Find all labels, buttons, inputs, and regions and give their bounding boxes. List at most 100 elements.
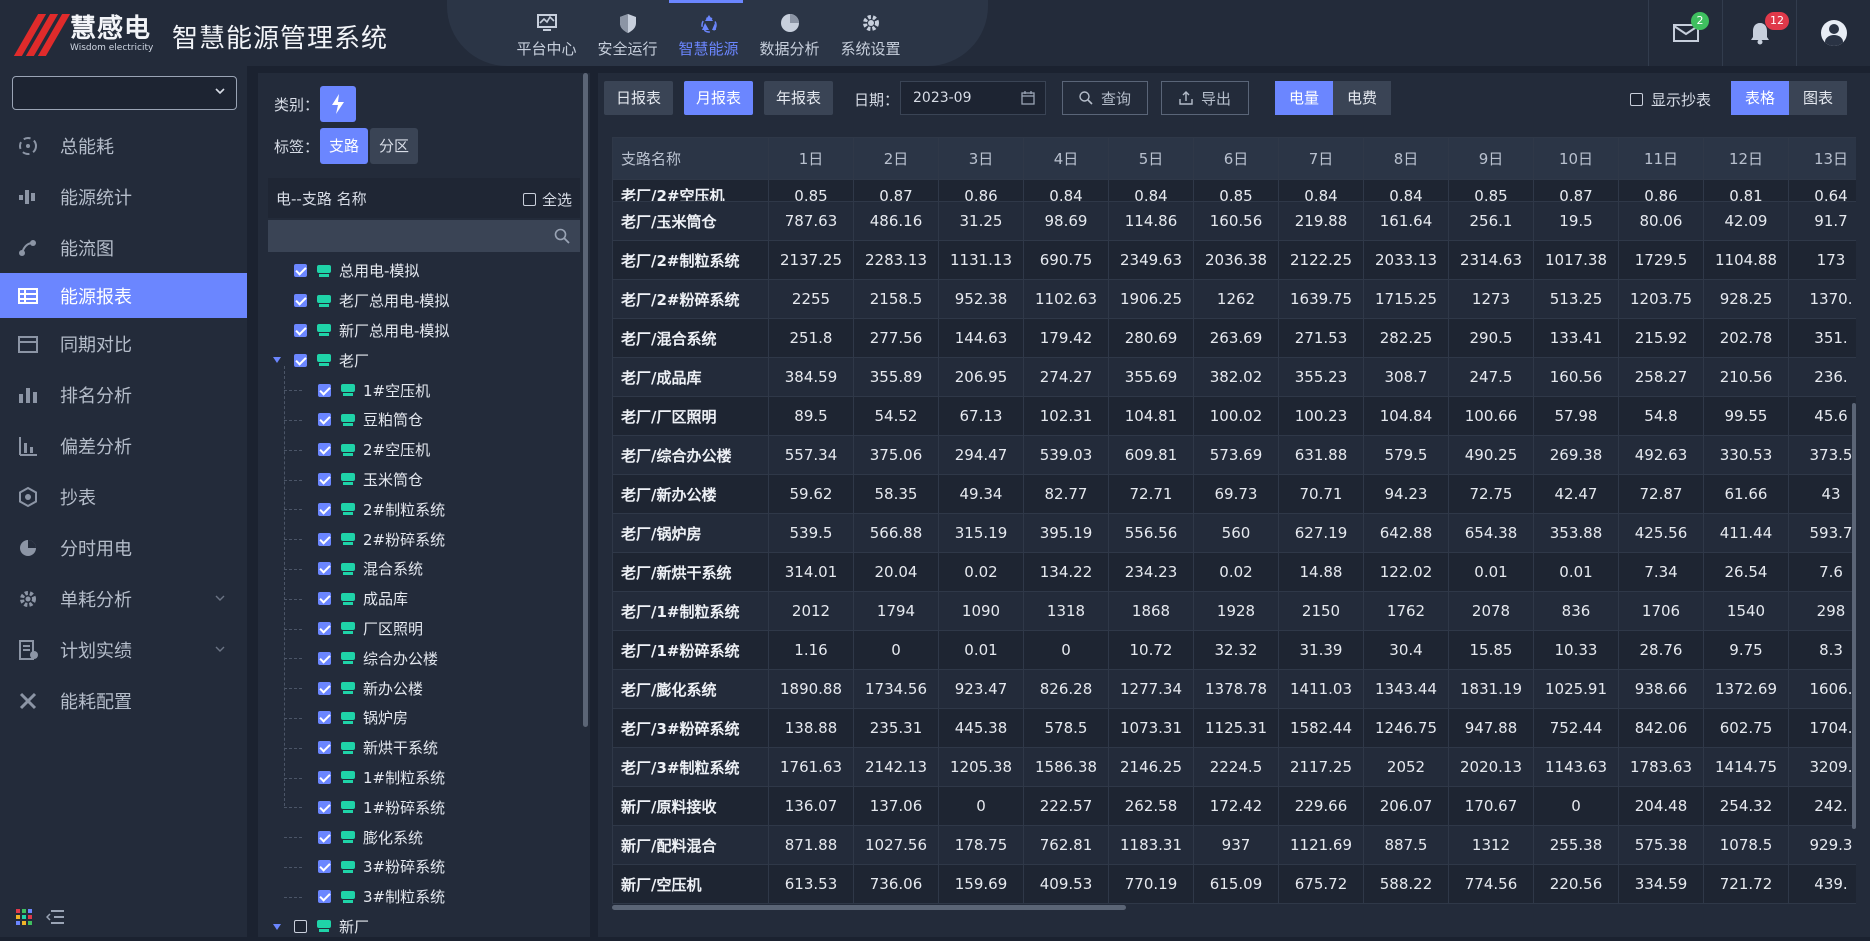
- sidebar-item-10[interactable]: 计划实绩: [0, 624, 247, 675]
- table-row[interactable]: 老厂/新烘干系统 314.01 20.04 0.02 134.22 234.23 0.02 1…: [612, 552, 1856, 592]
- tag-zone-button[interactable]: 分区: [370, 128, 419, 164]
- chart-view-button[interactable]: 图表: [1789, 81, 1848, 115]
- tree-node[interactable]: 新厂总用电-模拟: [268, 316, 580, 346]
- tree-node-checkbox[interactable]: [318, 651, 331, 665]
- nav-platform-center[interactable]: 平台中心: [506, 8, 587, 59]
- tree-node-checkbox[interactable]: [318, 592, 331, 606]
- sidebar-item-2[interactable]: 能流图: [0, 222, 247, 273]
- table-row[interactable]: 老厂/玉米筒仓 787.63 486.16 31.25 98.69 114.86 160.5…: [612, 201, 1856, 241]
- tree-node-checkbox[interactable]: [318, 621, 331, 635]
- table-row[interactable]: 老厂/膨化系统 1890.88 1734.56 923.47 826.28 1277.34…: [612, 669, 1856, 709]
- sidebar-item-8[interactable]: 分时用电: [0, 522, 247, 573]
- table-row[interactable]: 老厂/新办公楼 59.62 58.35 49.34 82.77 72.71 69.73 70.…: [612, 474, 1856, 514]
- table-row[interactable]: 老厂/混合系统 251.8 277.56 144.63 179.42 280.69 263.…: [612, 318, 1856, 358]
- tree-node[interactable]: 2#空压机: [268, 435, 580, 465]
- sidebar-item-1[interactable]: 能源统计: [0, 171, 247, 222]
- tree-node-checkbox[interactable]: [318, 681, 331, 695]
- tree-node[interactable]: 2#粉碎系统: [268, 524, 580, 554]
- tree-node-checkbox[interactable]: [318, 383, 331, 397]
- tree-node-checkbox[interactable]: [318, 860, 331, 874]
- tree-node[interactable]: 混合系统: [268, 554, 580, 584]
- nav-smart-energy[interactable]: 智慧能源: [668, 8, 749, 59]
- tree-node-checkbox[interactable]: [294, 323, 307, 337]
- tree-node[interactable]: 总用电-模拟: [268, 256, 580, 286]
- table-row[interactable]: 老厂/3#制粒系统 1761.63 2142.13 1205.38 1586.38 214…: [612, 747, 1856, 787]
- tree-node[interactable]: 1#制粒系统: [268, 763, 580, 793]
- sidebar-item-3[interactable]: 能源报表: [0, 273, 247, 318]
- tree-node-checkbox[interactable]: [294, 919, 307, 933]
- select-all-checkbox[interactable]: [522, 193, 536, 206]
- tree-node-checkbox[interactable]: [318, 770, 331, 784]
- table-row[interactable]: 老厂/2#空压机 0.85 0.87 0.86 0.84 0.84 0.85 0.84 0.84…: [612, 179, 1856, 202]
- tree-node-checkbox[interactable]: [318, 472, 331, 486]
- user-menu[interactable]: [1796, 0, 1870, 66]
- tree-node[interactable]: 老厂总用电-模拟: [268, 286, 580, 316]
- tree-node[interactable]: 成品库: [268, 584, 580, 614]
- table-row[interactable]: 老厂/1#制粒系统 2012 1794 1090 1318 1868 1928 2150 176…: [612, 591, 1856, 631]
- tree-node-checkbox[interactable]: [294, 353, 307, 367]
- sidebar-item-4[interactable]: 同期对比: [0, 318, 247, 369]
- sidebar-item-11[interactable]: 能耗配置: [0, 675, 247, 726]
- select-all[interactable]: 全选: [522, 189, 572, 210]
- table-row[interactable]: 老厂/2#粉碎系统 2255 2158.5 952.38 1102.63 1906.25 1…: [612, 279, 1856, 319]
- table-row[interactable]: 老厂/3#粉碎系统 138.88 235.31 445.38 578.5 1073.31 1…: [612, 708, 1856, 748]
- export-button[interactable]: 导出: [1161, 81, 1249, 115]
- tree-node[interactable]: 玉米筒仓: [268, 465, 580, 495]
- table-vertical-scrollbar[interactable]: [1852, 403, 1856, 829]
- sidebar-item-5[interactable]: 排名分析: [0, 369, 247, 420]
- table-row[interactable]: 老厂/锅炉房 539.5 566.88 315.19 395.19 556.56 560 62…: [612, 513, 1856, 553]
- table-row[interactable]: 老厂/厂区照明 89.5 54.52 67.13 102.31 104.81 100.02 1…: [612, 396, 1856, 436]
- nav-system-settings[interactable]: 系统设置: [830, 8, 911, 59]
- query-button[interactable]: 查询: [1062, 81, 1148, 115]
- tree-node[interactable]: 3#粉碎系统: [268, 852, 580, 882]
- tree-node[interactable]: 厂区照明: [268, 614, 580, 644]
- daily-report-button[interactable]: 日报表: [604, 81, 674, 115]
- tree-node-checkbox[interactable]: [318, 830, 331, 844]
- collapse-menu-icon[interactable]: [46, 909, 64, 925]
- tree-node-checkbox[interactable]: [318, 443, 331, 457]
- tree-node-checkbox[interactable]: [294, 294, 307, 308]
- tag-branch-button[interactable]: 支路: [320, 128, 369, 164]
- sidebar-item-0[interactable]: 总能耗: [0, 120, 247, 171]
- table-row[interactable]: 老厂/综合办公楼 557.34 375.06 294.47 539.03 609.81 57…: [612, 435, 1856, 475]
- yearly-report-button[interactable]: 年报表: [764, 81, 834, 115]
- tree-node[interactable]: 豆粕筒仓: [268, 405, 580, 435]
- table-horizontal-scrollbar[interactable]: [612, 905, 1126, 910]
- fee-toggle-button[interactable]: 电费: [1333, 81, 1392, 115]
- caret-down-icon[interactable]: [272, 922, 282, 932]
- tree-node-checkbox[interactable]: [294, 264, 307, 278]
- tree-search-input[interactable]: [268, 220, 580, 252]
- tree-node-checkbox[interactable]: [318, 532, 331, 546]
- tree-node-checkbox[interactable]: [318, 502, 331, 516]
- table-row[interactable]: 新厂/空压机 613.53 736.06 159.69 409.53 770.19 615.…: [612, 864, 1856, 904]
- mail-button[interactable]: 2: [1648, 0, 1722, 66]
- table-row[interactable]: 老厂/2#制粒系统 2137.25 2283.13 1131.13 690.75 2349…: [612, 240, 1856, 280]
- tree-node[interactable]: 2#制粒系统: [268, 494, 580, 524]
- tree-node[interactable]: 新烘干系统: [268, 733, 580, 763]
- date-picker[interactable]: 2023-09: [900, 81, 1046, 115]
- tree-node[interactable]: 1#粉碎系统: [268, 792, 580, 822]
- table-view-button[interactable]: 表格: [1731, 81, 1790, 115]
- table-row[interactable]: 新厂/配料混合 871.88 1027.56 178.75 762.81 1183.31 9…: [612, 825, 1856, 865]
- tree-node-checkbox[interactable]: [318, 741, 331, 755]
- notification-button[interactable]: 12: [1722, 0, 1796, 66]
- tree-node-checkbox[interactable]: [318, 890, 331, 904]
- tree-node[interactable]: 综合办公楼: [268, 643, 580, 673]
- site-select[interactable]: [12, 76, 237, 110]
- show-meter-reading-checkbox[interactable]: [1630, 93, 1643, 106]
- tree-node[interactable]: 新厂: [268, 912, 580, 941]
- electricity-type-button[interactable]: [320, 86, 356, 122]
- tree-node[interactable]: 1#空压机: [268, 375, 580, 405]
- table-row[interactable]: 老厂/1#粉碎系统 1.16 0 0.01 0 10.72 32.32 31.39 30.4 15…: [612, 630, 1856, 670]
- tree-node-checkbox[interactable]: [318, 800, 331, 814]
- tree-node[interactable]: 膨化系统: [268, 822, 580, 852]
- sidebar-item-9[interactable]: 单耗分析: [0, 573, 247, 624]
- tree-node-checkbox[interactable]: [318, 711, 331, 725]
- sidebar-item-6[interactable]: 偏差分析: [0, 420, 247, 471]
- sidebar-item-7[interactable]: 抄表: [0, 471, 247, 522]
- tree-node-checkbox[interactable]: [318, 562, 331, 576]
- caret-down-icon[interactable]: [272, 355, 282, 365]
- nav-safe-operation[interactable]: 安全运行: [587, 8, 668, 59]
- show-meter-reading[interactable]: 显示抄表: [1630, 89, 1711, 110]
- table-row[interactable]: 新厂/原料接收 136.07 137.06 0 222.57 262.58 172.42 22…: [612, 786, 1856, 826]
